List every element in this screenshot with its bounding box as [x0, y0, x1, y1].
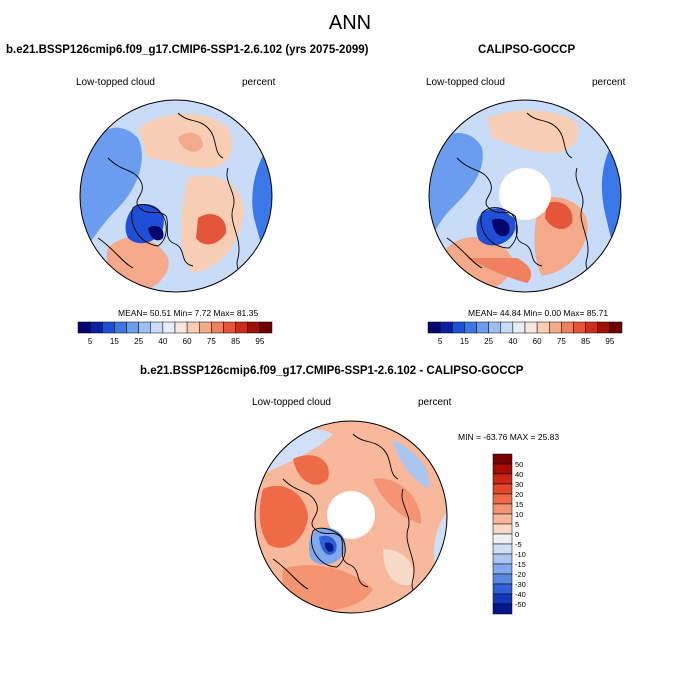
diff-colorbar-tick-label: -40 — [515, 590, 526, 599]
diff-colorbar-swatch — [492, 593, 513, 605]
diff-colorbar-tick-label: -30 — [515, 580, 526, 589]
diff-colorbar-tick-label: 30 — [515, 480, 523, 489]
obs-polar-map — [428, 99, 622, 293]
model-colorbar-swatch — [89, 321, 103, 334]
model-colorbar-swatch — [162, 321, 176, 334]
model-units-label: percent — [242, 77, 276, 88]
obs-colorbar-swatch — [512, 321, 526, 334]
model-colorbar-swatch — [138, 321, 151, 334]
diff-panel-title: b.e21.BSSP126cmip6.f09_g17.CMIP6-SSP1-2.… — [140, 365, 524, 377]
obs-colorbar-swatch — [452, 321, 465, 334]
obs-colorbar-swatch — [476, 321, 489, 334]
model-colorbar-tick-label: 25 — [134, 337, 143, 346]
obs-variable-label: Low-topped cloud — [426, 77, 505, 88]
obs-units-label: percent — [592, 77, 626, 88]
model-stats: MEAN= 50.51 Min= 7.72 Max= 81.35 — [118, 308, 259, 318]
obs-colorbar-tick-label: 85 — [581, 337, 590, 346]
obs-panel-title: CALIPSO-GOCCP — [478, 44, 576, 56]
model-colorbar-tick-label: 40 — [158, 337, 167, 346]
model-colorbar-swatch — [126, 321, 139, 334]
obs-colorbar-tick-label: 40 — [508, 337, 517, 346]
obs-colorbar-tick-label: 5 — [438, 337, 443, 346]
model-colorbar-swatch — [77, 321, 91, 334]
diff-units-label: percent — [418, 397, 452, 408]
model-colorbar-tick-label: 15 — [110, 337, 119, 346]
diff-colorbar-swatch — [492, 493, 513, 505]
obs-colorbar-tick-label: 60 — [533, 337, 542, 346]
diff-colorbar-swatch — [492, 543, 513, 555]
obs-colorbar-swatch — [500, 321, 514, 334]
diff-colorbar-tick-label: 5 — [515, 520, 519, 529]
diff-colorbar-swatch — [492, 503, 513, 515]
model-colorbar-swatch — [174, 321, 188, 334]
model-variable-label: Low-topped cloud — [76, 77, 155, 88]
diff-colorbar-swatch — [492, 583, 513, 595]
diff-colorbar-swatch — [492, 563, 513, 575]
obs-colorbar-swatch — [609, 321, 623, 334]
diff-colorbar-swatch — [492, 523, 513, 535]
obs-colorbar-swatch — [427, 321, 441, 334]
diff-colorbar-swatch — [492, 603, 513, 615]
obs-colorbar-swatch — [536, 321, 550, 334]
diff-colorbar-tick-label: -5 — [515, 540, 522, 549]
obs-colorbar-swatch — [585, 321, 598, 334]
diff-colorbar-tick-label: 50 — [515, 460, 523, 469]
diff-colorbar-swatch — [492, 483, 513, 495]
diff-colorbar-tick-label: 0 — [515, 530, 519, 539]
diff-colorbar-swatch — [492, 553, 513, 565]
obs-colorbar-swatch — [439, 321, 453, 334]
obs-colorbar-tick-label: 15 — [460, 337, 469, 346]
obs-colorbar-swatch — [464, 321, 477, 334]
model-colorbar-swatch — [150, 321, 164, 334]
diff-colorbar-swatch — [492, 453, 513, 465]
obs-colorbar-tick-label: 75 — [557, 337, 566, 346]
obs-stats: MEAN= 44.84 Min= 0.00 Max= 85.71 — [468, 308, 609, 318]
diff-colorbar-tick-label: 15 — [515, 500, 523, 509]
model-colorbar-tick-label: 85 — [231, 337, 240, 346]
model-colorbar-swatch — [247, 321, 261, 334]
diff-colorbar-tick-label: 20 — [515, 490, 523, 499]
diff-polar-map — [254, 420, 448, 614]
diff-stats: MIN = -63.76 MAX = 25.83 — [458, 432, 560, 442]
model-colorbar: 5 15 25 40 60 75 85 95 — [77, 321, 273, 346]
model-colorbar-tick-label: 5 — [88, 337, 93, 346]
obs-colorbar-swatch — [597, 321, 611, 334]
diff-colorbar-tick-label: -10 — [515, 550, 526, 559]
main-title: ANN — [328, 12, 372, 34]
diff-colorbar-swatch — [492, 573, 513, 585]
model-colorbar-swatch — [102, 321, 115, 334]
diff-colorbar-swatch — [492, 473, 513, 485]
diff-colorbar-swatch — [492, 513, 513, 525]
model-colorbar-swatch — [199, 321, 212, 334]
model-colorbar-swatch — [114, 321, 127, 334]
obs-colorbar-swatch — [549, 321, 562, 334]
obs-colorbar-swatch — [573, 321, 586, 334]
model-colorbar-swatch — [259, 321, 273, 334]
diff-colorbar-tick-label: -20 — [515, 570, 526, 579]
model-colorbar-swatch — [235, 321, 248, 334]
diff-colorbar-tick-label: -50 — [515, 600, 526, 609]
obs-colorbar-swatch — [488, 321, 501, 334]
model-colorbar-swatch — [211, 321, 224, 334]
model-colorbar-swatch — [186, 321, 200, 334]
model-colorbar-tick-label: 95 — [255, 337, 264, 346]
diff-colorbar-tick-label: 40 — [515, 470, 523, 479]
model-polar-map — [79, 99, 273, 293]
obs-colorbar: 5 15 25 40 60 75 85 95 — [427, 321, 623, 346]
model-colorbar-swatch — [223, 321, 236, 334]
model-colorbar-tick-label: 75 — [207, 337, 216, 346]
diff-colorbar-swatch — [492, 533, 513, 545]
model-panel-title: b.e21.BSSP126cmip6.f09_g17.CMIP6-SSP1-2.… — [6, 44, 369, 56]
obs-colorbar-swatch — [561, 321, 574, 334]
diff-variable-label: Low-topped cloud — [252, 397, 331, 408]
obs-colorbar-swatch — [524, 321, 538, 334]
diff-colorbar-tick-label: -15 — [515, 560, 526, 569]
diff-colorbar-tick-label: 10 — [515, 510, 523, 519]
obs-colorbar-tick-label: 95 — [605, 337, 614, 346]
obs-colorbar-tick-label: 25 — [484, 337, 493, 346]
model-colorbar-tick-label: 60 — [183, 337, 192, 346]
diff-colorbar-swatch — [492, 463, 513, 475]
